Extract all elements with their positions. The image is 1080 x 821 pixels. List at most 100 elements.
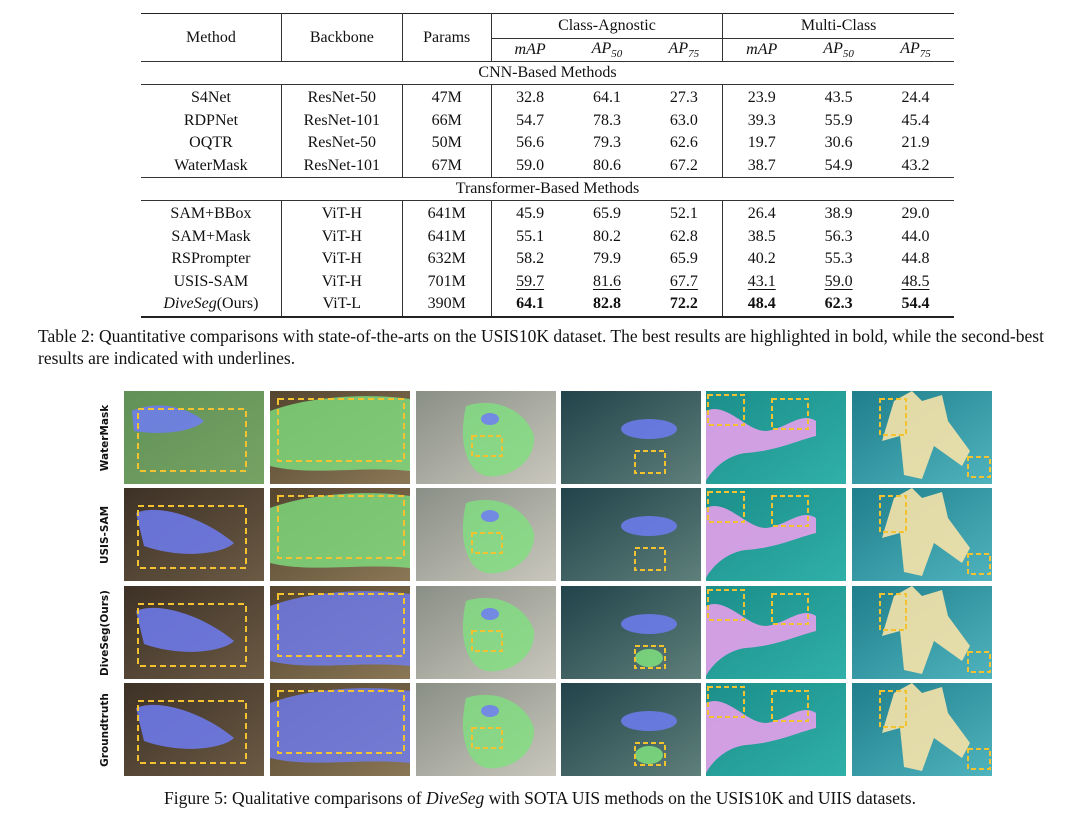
table-row: USIS-SAM ViT-H 701M 59.7 81.6 67.7 43.1 59.0 48.… bbox=[141, 270, 954, 293]
cell-value: 72.2 bbox=[645, 293, 723, 318]
cell-value: 30.6 bbox=[824, 134, 853, 152]
highlight-box bbox=[634, 547, 666, 571]
image-background bbox=[561, 683, 701, 776]
table-row: S4Net ResNet-50 47M 32.8 64.1 27.3 23.9 43.5 24.… bbox=[141, 84, 954, 110]
table-row: DiveSeg(Ours) ViT-L 390M 64.1 82.8 72.2 48.4 62… bbox=[141, 293, 954, 318]
cell-params: 701M bbox=[401, 270, 492, 293]
yellow-mask bbox=[882, 683, 970, 771]
result-image-svg bbox=[706, 488, 846, 581]
highlight-box bbox=[967, 748, 991, 770]
table-row: RDPNet ResNet-101 66M 54.7 78.3 63.0 39.3 55.9 4… bbox=[141, 109, 954, 132]
blue-mask bbox=[621, 614, 677, 634]
object-mask bbox=[270, 493, 410, 568]
result-image bbox=[561, 488, 701, 581]
results-table: Method Backbone Params Class-Agnostic Mu… bbox=[141, 13, 954, 318]
result-image-svg bbox=[852, 586, 992, 679]
cell-value: 65.9 bbox=[669, 250, 698, 268]
cell-backbone: ViT-H bbox=[280, 248, 403, 271]
yellow-mask bbox=[882, 488, 970, 576]
highlight-box bbox=[771, 398, 809, 430]
pink-mask bbox=[706, 408, 816, 481]
section-title: Transformer-Based Methods bbox=[141, 177, 954, 201]
figure-row-label: WaterMask bbox=[91, 391, 119, 485]
cell-value: 45.4 bbox=[901, 111, 930, 129]
object-mask bbox=[270, 688, 410, 763]
cell-params: 47M bbox=[401, 84, 492, 110]
green-mask bbox=[462, 499, 535, 574]
pink-mask bbox=[706, 603, 816, 676]
result-image bbox=[561, 586, 701, 679]
cell-value: 62.3 bbox=[800, 293, 878, 318]
result-image bbox=[852, 488, 992, 581]
cell-method: WaterMask bbox=[174, 156, 248, 174]
result-image-svg bbox=[270, 391, 410, 484]
highlight-box bbox=[967, 456, 991, 478]
result-image-svg bbox=[416, 586, 556, 679]
cell-backbone: ResNet-101 bbox=[280, 109, 403, 132]
cell-method: DiveSeg(Ours) bbox=[141, 293, 282, 318]
row-label-text: Groundtruth bbox=[99, 693, 111, 767]
subheader-ca-map: mAP bbox=[490, 38, 569, 62]
result-image-svg bbox=[124, 586, 264, 679]
cell-value: 55.9 bbox=[824, 111, 853, 129]
cell-value: 55.3 bbox=[824, 250, 853, 268]
qualitative-figure: WaterMask USIS-SAM DiveSeg(Ours) Groundtrut… bbox=[91, 391, 998, 780]
cell-backbone: ResNet-50 bbox=[280, 132, 403, 155]
cell-method: RDPNet bbox=[183, 111, 239, 129]
result-image-svg bbox=[852, 391, 992, 484]
cell-value: 56.6 bbox=[490, 132, 569, 155]
highlight-box bbox=[471, 532, 503, 554]
figure-row-label: USIS-SAM bbox=[91, 488, 119, 582]
result-image-svg bbox=[706, 683, 846, 776]
result-image bbox=[706, 391, 846, 484]
result-image-svg bbox=[706, 391, 846, 484]
cell-value: 54.4 bbox=[877, 293, 954, 318]
blue-mask bbox=[136, 509, 234, 554]
highlight-box bbox=[634, 742, 666, 766]
highlight-box bbox=[879, 690, 907, 728]
highlight-box bbox=[707, 686, 745, 718]
green-mask bbox=[462, 597, 535, 672]
cell-value: 48.4 bbox=[722, 293, 801, 318]
result-image bbox=[416, 488, 556, 581]
result-image bbox=[124, 586, 264, 679]
result-image bbox=[706, 488, 846, 581]
cell-backbone: ResNet-50 bbox=[280, 84, 403, 110]
result-image bbox=[561, 391, 701, 484]
result-image bbox=[706, 586, 846, 679]
cell-params: 67M bbox=[401, 154, 492, 178]
figure-row-label: DiveSeg(Ours) bbox=[91, 586, 119, 680]
cell-method: SAM+Mask bbox=[171, 227, 251, 245]
cell-value: 82.8 bbox=[568, 293, 646, 318]
header-class-agnostic: Class-Agnostic bbox=[490, 13, 723, 39]
green-mask bbox=[462, 402, 535, 477]
cell-value: 59.0 bbox=[490, 154, 569, 178]
cell-method: S4Net bbox=[190, 89, 231, 107]
cell-value: 65.9 bbox=[592, 205, 621, 223]
highlight-box bbox=[771, 495, 809, 527]
cell-value: 39.3 bbox=[722, 109, 801, 132]
result-image-svg bbox=[270, 683, 410, 776]
subheader-mc-ap75: AP75 bbox=[900, 39, 931, 61]
cell-value: 19.7 bbox=[722, 132, 801, 155]
cell-backbone: ViT-H bbox=[280, 270, 403, 293]
result-image-svg bbox=[416, 683, 556, 776]
cell-params: 641M bbox=[401, 200, 492, 226]
cell-value: 44.8 bbox=[901, 250, 930, 268]
result-image-svg bbox=[416, 391, 556, 484]
blue-mask bbox=[621, 516, 677, 536]
cell-value: 43.2 bbox=[901, 156, 930, 174]
cell-value: 80.6 bbox=[592, 156, 621, 174]
cell-value: 48.5 bbox=[901, 272, 930, 290]
highlight-box bbox=[137, 505, 247, 569]
blue-mask bbox=[136, 607, 234, 652]
table-row: SAM+Mask ViT-H 641M 55.1 80.2 62.8 38.5 56.3 44.… bbox=[141, 225, 954, 248]
result-image bbox=[852, 586, 992, 679]
result-image-svg bbox=[852, 683, 992, 776]
image-background bbox=[561, 586, 701, 679]
cell-method: USIS-SAM bbox=[173, 272, 249, 290]
section-header-row: Transformer-Based Methods bbox=[141, 177, 954, 201]
result-image bbox=[706, 683, 846, 776]
highlight-box bbox=[771, 593, 809, 625]
result-image-svg bbox=[561, 586, 701, 679]
